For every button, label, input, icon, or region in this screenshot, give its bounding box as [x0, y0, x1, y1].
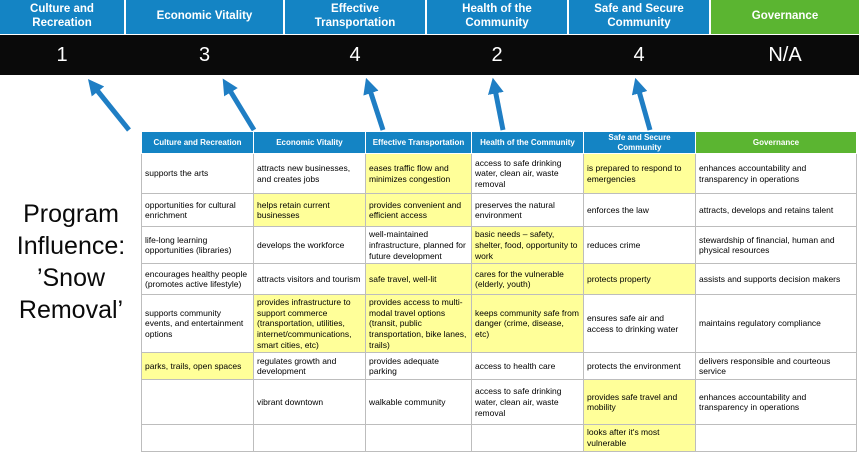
- matrix-cell-6-1: vibrant downtown: [253, 379, 366, 426]
- matrix-cell-5-3: access to health care: [471, 352, 584, 381]
- score-value-4: 4: [633, 43, 645, 66]
- up-arrow-icon: [363, 77, 386, 131]
- matrix-col-header-4: Safe and Secure Community: [583, 130, 696, 155]
- top-header-3: Health of the Community: [427, 0, 567, 34]
- matrix-table: Culture and Recreation Economic Vitality E…: [141, 130, 857, 452]
- score-band: 1 3 4 2 4 N/A: [0, 35, 859, 75]
- top-header-0: Culture and Recreation: [0, 0, 124, 34]
- matrix-cell-1-5: attracts, develops and retains talent: [695, 193, 857, 228]
- matrix-cell-4-0: supports community events, and entertain…: [141, 294, 254, 354]
- matrix-cell-7-1: [253, 424, 366, 452]
- matrix-cell-6-2: walkable community: [365, 379, 472, 426]
- score-value-0: 1: [56, 43, 68, 66]
- matrix-cell-2-5: stewardship of financial, human and phys…: [695, 226, 857, 265]
- up-arrow-icon: [87, 79, 131, 132]
- matrix-cell-0-2: eases traffic flow and minimizes congest…: [365, 153, 472, 195]
- top-header-5: Governance: [711, 0, 859, 34]
- matrix-cell-1-0: opportunities for cultural enrichment: [141, 193, 254, 228]
- up-arrow-icon: [487, 77, 506, 131]
- matrix-cell-4-2: provides access to multi-modal travel op…: [365, 294, 472, 354]
- matrix-row-4: supports community events, and entertain…: [141, 294, 857, 354]
- top-header-2: Effective Transportation: [285, 0, 425, 34]
- matrix-col-header-0: Culture and Recreation: [141, 130, 254, 155]
- matrix-cell-7-5: [695, 424, 857, 452]
- matrix-col-header-3: Health of the Community: [471, 130, 584, 155]
- matrix-cell-3-5: assists and supports decision makers: [695, 263, 857, 296]
- matrix-cell-3-1: attracts visitors and tourism: [253, 263, 366, 296]
- matrix-cell-3-2: safe travel, well-lit: [365, 263, 472, 296]
- influence-matrix: Culture and Recreation Economic Vitality E…: [141, 130, 857, 452]
- matrix-row-0: supports the arts attracts new businesses…: [141, 153, 857, 195]
- matrix-cell-0-4: is prepared to respond to emergencies: [583, 153, 696, 195]
- matrix-cell-4-3: keeps community safe from danger (crime,…: [471, 294, 584, 354]
- score-value-5: N/A: [768, 43, 802, 66]
- matrix-cell-6-3: access to safe drinking water, clean air…: [471, 379, 584, 426]
- matrix-cell-7-2: [365, 424, 472, 452]
- matrix-header-row: Culture and Recreation Economic Vitality E…: [141, 130, 857, 155]
- score-value-1: 3: [198, 43, 211, 66]
- matrix-cell-5-1: regulates growth and development: [253, 352, 366, 381]
- matrix-cell-2-2: well-maintained infrastructure, planned …: [365, 226, 472, 265]
- matrix-cell-1-2: provides convenient and efficient access: [365, 193, 472, 228]
- matrix-cell-4-1: provides infrastructure to support comme…: [253, 294, 366, 354]
- matrix-cell-1-4: enforces the law: [583, 193, 696, 228]
- matrix-cell-2-1: develops the workforce: [253, 226, 366, 265]
- matrix-cell-7-0: [141, 424, 254, 452]
- matrix-cell-2-3: basic needs – safety, shelter, food, opp…: [471, 226, 584, 265]
- up-arrow-icon: [631, 77, 653, 131]
- matrix-cell-0-5: enhances accountability and transparency…: [695, 153, 857, 195]
- top-header-4: Safe and Secure Community: [569, 0, 709, 34]
- matrix-cell-6-4: provides safe travel and mobility: [583, 379, 696, 426]
- matrix-cell-6-0: [141, 379, 254, 426]
- matrix-col-header-5: Governance: [695, 130, 857, 155]
- matrix-cell-2-0: life-long learning opportunities (librar…: [141, 226, 254, 265]
- scorecard-header-row: Culture and Recreation Economic Vitality E…: [0, 0, 859, 34]
- arrows-group: [87, 77, 653, 132]
- matrix-row-1: opportunities for cultural enrichment hel…: [141, 193, 857, 228]
- matrix-col-header-2: Effective Transportation: [365, 130, 472, 155]
- matrix-cell-3-0: encourages healthy people (promotes acti…: [141, 263, 254, 296]
- matrix-cell-5-5: delivers responsible and courteous servi…: [695, 352, 857, 381]
- program-influence-label: Program Influence: ’Snow Removal’: [16, 200, 126, 324]
- matrix-cell-3-3: cares for the vulnerable (elderly, youth…: [471, 263, 584, 296]
- matrix-cell-0-0: supports the arts: [141, 153, 254, 195]
- matrix-cell-3-4: protects property: [583, 263, 696, 296]
- matrix-cell-1-3: preserves the natural environment: [471, 193, 584, 228]
- matrix-cell-4-5: maintains regulatory compliance: [695, 294, 857, 354]
- matrix-cell-7-3: [471, 424, 584, 452]
- matrix-row-5: parks, trails, open spaces regulates grow…: [141, 352, 857, 381]
- matrix-row-7: looks after it's most vulnerable: [141, 424, 857, 452]
- matrix-cell-0-3: access to safe drinking water, clean air…: [471, 153, 584, 195]
- matrix-body: supports the arts attracts new businesses…: [141, 153, 857, 452]
- matrix-cell-2-4: reduces crime: [583, 226, 696, 265]
- matrix-row-6: vibrant downtown walkable community access…: [141, 379, 857, 426]
- matrix-cell-5-4: protects the environment: [583, 352, 696, 381]
- matrix-row-2: life-long learning opportunities (librar…: [141, 226, 857, 265]
- matrix-cell-0-1: attracts new businesses, and creates job…: [253, 153, 366, 195]
- score-value-2: 4: [349, 43, 361, 66]
- matrix-cell-4-4: ensures safe air and access to drinking …: [583, 294, 696, 354]
- matrix-cell-5-2: provides adequate parking: [365, 352, 472, 381]
- matrix-col-header-1: Economic Vitality: [253, 130, 366, 155]
- up-arrow-icon: [222, 78, 257, 132]
- matrix-cell-1-1: helps retain current businesses: [253, 193, 366, 228]
- matrix-cell-6-5: enhances accountability and transparency…: [695, 379, 857, 426]
- matrix-cell-7-4: looks after it's most vulnerable: [583, 424, 696, 452]
- score-value-3: 2: [491, 43, 503, 66]
- top-header-1: Economic Vitality: [126, 0, 283, 34]
- matrix-cell-5-0: parks, trails, open spaces: [141, 352, 254, 381]
- matrix-row-3: encourages healthy people (promotes acti…: [141, 263, 857, 296]
